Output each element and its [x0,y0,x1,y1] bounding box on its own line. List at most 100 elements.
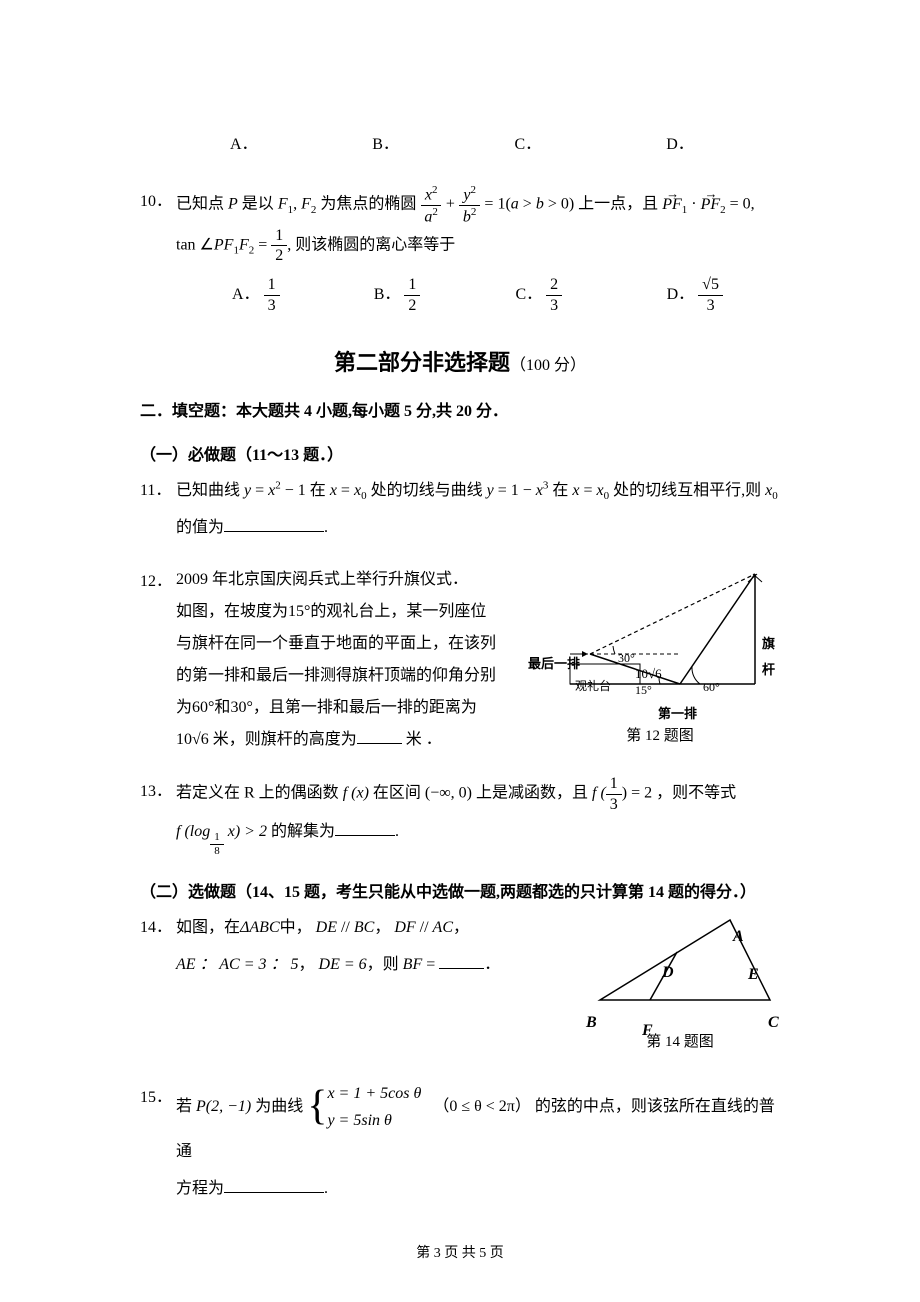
q14-eq: = [422,956,439,973]
question-10: 10． 已知点 P 是以 F1, F2 为焦点的椭圆 x2 a2 + y2 b2… [140,184,780,315]
frac-half: 1 2 [271,226,287,265]
q14-text-3: ，则 [367,956,399,973]
required-header: （一）必做题（11～13 题．） [140,441,780,465]
q10-gt2: > 0) [544,196,574,213]
q11-text-3: 处的切线与曲线 [371,482,483,499]
q15-text-2: 为曲线 [255,1097,303,1114]
q10-option-d: D． √53 [667,275,780,314]
q14-B: B [586,1005,597,1042]
q11-body: 已知曲线 y = x2 − 1 在 x = x0 处的切线与曲线 y = 1 −… [176,473,780,547]
section-2-points: （100 分） [510,357,586,374]
q10-eq0: = 0, [726,196,755,213]
q14-AC: AC [433,919,453,936]
question-14: 14． A B C D E F 第 14 题图 如图，在ΔABC中， DE //… [140,910,780,1059]
q10-number: 10． [140,184,172,221]
q14-DE6: DE = 6 [319,956,367,973]
option-c-label: C． [514,130,541,154]
q10-eq: = [254,236,271,253]
q12-number: 12． [140,564,172,601]
q14-DE: DE [316,919,337,936]
q10-options: A． 13 B． 12 C． 23 D． √53 [232,275,780,314]
q10-F2-sub: 2 [311,204,317,216]
q11-blank [224,514,324,532]
optional-header: （二）选做题（14、15 题，考生只能从中选做一题,两题都选的只计算第 14 题… [140,878,780,902]
q11-x0-sub-a: 0 [361,490,367,502]
brace-icon: { [307,1090,327,1124]
q11-eq2: = 1 − [494,482,536,499]
orphan-options-row: A． B． C． D． [230,130,780,154]
frac-y2b2: y2 b2 [459,184,481,226]
q14-DF: DF [394,919,415,936]
q11-eqx0b: = [579,482,596,499]
q10-b-den: 2 [404,296,420,315]
q11-text-1: 已知曲线 [176,482,240,499]
q12-body: 最后一排 观礼台 第一排 旗杆 30° 15° 60° 10√6 第 12 题图… [176,564,780,756]
q12-label-stage: 观礼台 [575,674,611,698]
q13-body: 若定义在 R 上的偶函数 f (x) 在区间 (−∞, 0) 上是减函数，且 f… [176,774,780,858]
q11-text-2a: 在 [310,482,326,499]
frac-x-num: x [425,186,432,203]
q14-ratio: AE ： AC = 3 ： 5 [176,956,299,973]
q12-label-dist: 10√6 [635,661,662,687]
q12-line6c: 米 ． [402,731,442,748]
q12-blank [357,727,402,745]
q12-label-last-row: 最后一排 [528,651,580,677]
q11-x0a: x [354,482,361,499]
q14-BC: BC [354,919,374,936]
sq2: 2 [432,206,438,218]
q13-period: . [395,823,399,840]
q15-line-x: x = 1 + 5cos θ [327,1080,421,1107]
q15-body: 若 P(2, −1) 为曲线 { x = 1 + 5cos θ y = 5sin… [176,1080,780,1208]
q14-body: A B C D E F 第 14 题图 如图，在ΔABC中， DE // BC，… [176,910,780,1059]
q10-PF2-sub: 2 [720,204,726,216]
q15-line-y: y = 5sin θ [327,1107,421,1134]
q11-x2: x [330,482,337,499]
q10-a-frac: 13 [264,275,280,314]
q10-a-num: 1 [264,275,280,295]
q10-b-num: 1 [404,275,420,295]
log-base-num: 1 [210,831,224,845]
q14-diagram-container: A B C D E F 第 14 题图 [580,910,780,1059]
q10-d-frac: √53 [698,275,723,314]
q11-text-2b: 在 [552,482,568,499]
q14-period: ． [484,956,500,973]
q10-c-label: C． [515,277,542,314]
option-b-label: B． [372,130,399,154]
q14-number: 14． [140,910,172,947]
q10-P: P [228,196,238,213]
q13-text-4: ，则不等式 [656,785,736,802]
q10-d-den: 3 [703,296,719,315]
q10-gt1: > [519,196,536,213]
q10-d-num: √5 [698,275,723,295]
q14-c3: ， [299,956,315,973]
q12-label-pole: 旗杆 [762,631,780,683]
q11-eqx0: = [337,482,354,499]
q10-text-3: 为焦点的椭圆 [320,196,416,213]
q12-line1: 2009 年北京国庆阅兵式上举行升旗仪式． [176,571,468,588]
q14-par2: // [416,919,433,936]
q10-text-2: 是以 [242,196,274,213]
q12-deg60: 60° [192,699,214,716]
q10-tan: tan ∠ [176,236,214,253]
q14-caption: 第 14 题图 [580,1025,780,1060]
page-footer: 第 3 页 共 5 页 [0,1242,920,1262]
q10-b-frac: 12 [404,275,420,314]
frac13-den: 3 [606,795,622,814]
q14-text-2: 中， [280,919,312,936]
question-15: 15． 若 P(2, −1) 为曲线 { x = 1 + 5cos θ y = … [140,1080,780,1208]
q12-diagram-container: 最后一排 观礼台 第一排 旗杆 30° 15° 60° 10√6 第 12 题图 [540,564,780,751]
q15-period: . [324,1180,328,1197]
q14-D: D [662,955,674,992]
q10-c-frac: 23 [546,275,562,314]
option-a-label: A． [230,130,258,154]
q10-F2: F [301,196,311,213]
q15-blank [224,1175,324,1193]
q13-close-eq2: ) = 2 [622,785,652,802]
q10-option-b: B． 12 [374,275,516,314]
q10-text-5: 则该椭圆的离心率等于 [295,236,455,253]
q13-logx: x) > 2 [224,823,267,840]
q10-PF2: PF [701,196,721,213]
q13-text-3: 上是减函数，且 [476,785,588,802]
q12-deg15: 15° [288,603,310,620]
q10-PF1F2a: PF [214,236,234,253]
